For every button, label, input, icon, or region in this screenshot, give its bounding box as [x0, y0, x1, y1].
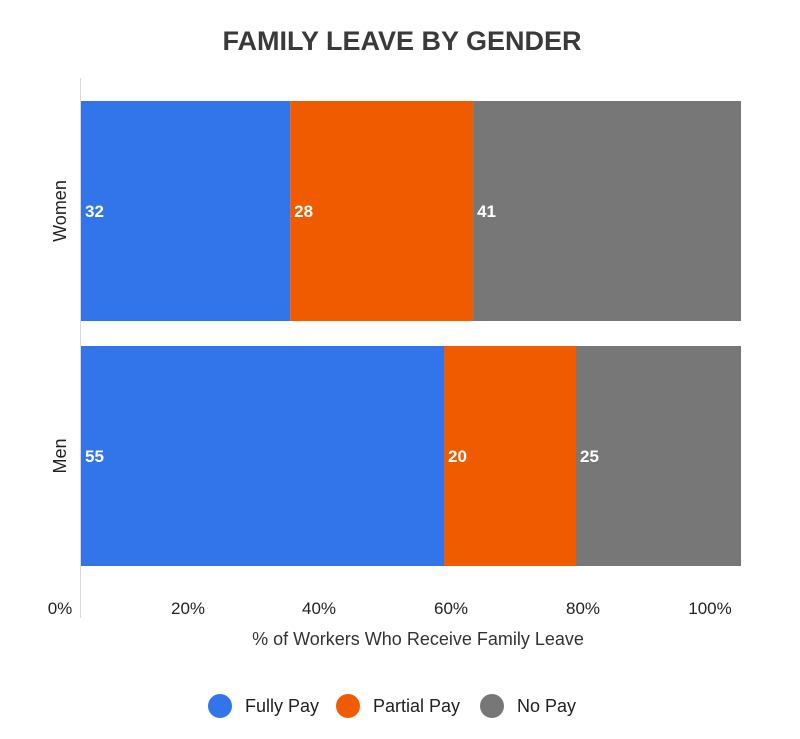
legend-label-no-pay: No Pay: [517, 696, 576, 716]
data-label-men-no-pay: 25: [580, 447, 599, 466]
data-label-men-partial-pay: 20: [448, 447, 467, 466]
legend: Fully Pay Partial Pay No Pay: [208, 694, 576, 718]
legend-swatch-fully-pay: [208, 694, 232, 718]
bars-layer: 32 28 41 55 20 25: [81, 101, 741, 566]
legend-label-fully-pay: Fully Pay: [245, 696, 319, 716]
x-tick-label: 80%: [566, 599, 600, 618]
bar-women-no-pay: [473, 101, 741, 321]
bar-men-fully-pay: [81, 346, 444, 566]
x-tick-label: 20%: [171, 599, 205, 618]
x-tick-label: 0%: [48, 599, 73, 618]
x-tick-label: 100%: [688, 599, 731, 618]
legend-label-partial-pay: Partial Pay: [373, 696, 460, 716]
legend-swatch-no-pay: [480, 694, 504, 718]
data-label-men-fully-pay: 55: [85, 447, 104, 466]
data-label-women-no-pay: 41: [477, 202, 496, 221]
legend-swatch-partial-pay: [336, 694, 360, 718]
data-label-women-fully-pay: 32: [85, 202, 104, 221]
data-label-women-partial-pay: 28: [294, 202, 313, 221]
category-labels: Women Men: [50, 180, 70, 473]
bar-men-no-pay: [576, 346, 741, 566]
chart-title: FAMILY LEAVE BY GENDER: [222, 26, 581, 56]
x-tick-label: 60%: [434, 599, 468, 618]
bar-women-fully-pay: [81, 101, 291, 321]
category-label-men: Men: [50, 438, 70, 473]
x-tick-labels: 0% 20% 40% 60% 80% 100%: [48, 599, 732, 618]
bar-women-partial-pay: [290, 101, 474, 321]
category-label-women: Women: [50, 180, 70, 242]
x-axis-label: % of Workers Who Receive Family Leave: [252, 629, 584, 649]
bar-men-partial-pay: [444, 346, 576, 566]
x-tick-label: 40%: [302, 599, 336, 618]
